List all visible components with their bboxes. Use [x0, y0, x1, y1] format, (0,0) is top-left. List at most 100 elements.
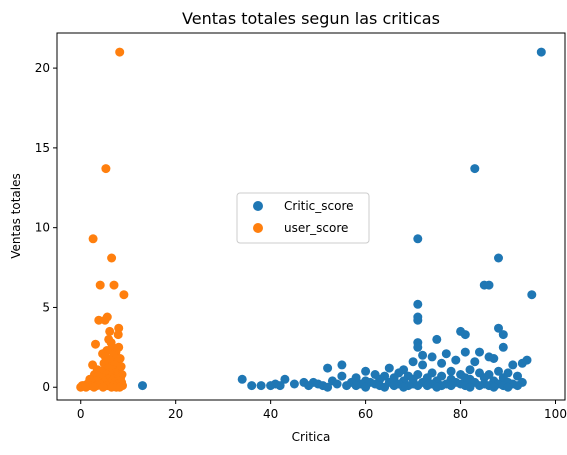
data-point	[451, 355, 461, 365]
data-point	[441, 349, 451, 359]
data-point	[413, 381, 423, 391]
data-point	[498, 342, 508, 352]
x-tick-label: 20	[168, 407, 183, 421]
data-point	[465, 365, 475, 375]
data-point	[536, 47, 546, 57]
data-point	[465, 382, 475, 392]
data-point	[115, 47, 125, 57]
data-point	[399, 382, 409, 392]
data-point	[479, 373, 489, 383]
data-point	[494, 253, 503, 263]
data-point	[89, 382, 99, 392]
data-point	[389, 381, 399, 391]
data-point	[114, 323, 124, 333]
y-tick-label: 10	[35, 221, 50, 235]
legend: Critic_score user_score	[236, 192, 370, 244]
data-point	[237, 374, 247, 384]
data-point	[508, 360, 518, 370]
data-point	[280, 374, 290, 384]
data-point	[475, 381, 484, 391]
data-point	[413, 315, 423, 325]
data-point	[88, 234, 98, 244]
data-point	[275, 381, 285, 391]
data-point	[91, 339, 100, 349]
data-point	[470, 164, 480, 174]
legend-label-critic-score: Critic_score	[284, 199, 354, 213]
y-tick-label: 5	[42, 300, 50, 314]
data-point	[484, 280, 494, 290]
data-point	[100, 315, 110, 325]
data-point	[494, 323, 503, 333]
data-point	[337, 371, 347, 381]
data-point	[113, 330, 123, 340]
y-tick-label: 20	[35, 61, 50, 75]
data-point	[342, 381, 352, 391]
x-tick-label: 80	[453, 407, 468, 421]
y-tick-label: 15	[35, 141, 50, 155]
data-point	[94, 315, 104, 325]
data-point	[503, 382, 513, 392]
data-point	[432, 382, 442, 392]
data-point	[289, 379, 299, 389]
data-point	[489, 354, 499, 363]
data-point	[517, 358, 527, 368]
series-critic-score	[138, 47, 546, 392]
data-point	[266, 381, 276, 391]
data-point	[498, 330, 508, 340]
data-point	[361, 366, 371, 376]
data-point	[304, 381, 314, 391]
data-point	[323, 382, 333, 392]
data-point	[323, 363, 333, 373]
data-point	[256, 381, 266, 391]
chart-title: Ventas totales segun las criticas	[182, 9, 440, 28]
data-point	[460, 347, 470, 357]
data-point	[422, 381, 432, 391]
data-point	[446, 366, 456, 376]
data-point	[446, 381, 456, 391]
data-point	[427, 352, 437, 362]
y-axis: 0 5 10 15 20	[35, 61, 57, 394]
x-tick-label: 60	[358, 407, 373, 421]
y-axis-label: Ventas totales	[9, 173, 23, 258]
data-point	[101, 164, 111, 174]
data-point	[513, 381, 522, 391]
data-point	[418, 350, 428, 360]
data-point	[247, 381, 257, 391]
x-tick-label: 100	[544, 407, 567, 421]
x-tick-label: 0	[77, 407, 85, 421]
data-point	[527, 290, 537, 300]
data-point	[81, 382, 91, 392]
legend-marker-critic-score	[253, 201, 263, 211]
data-point	[460, 330, 470, 340]
data-point	[513, 371, 522, 381]
x-tick-label: 40	[263, 407, 278, 421]
data-point	[408, 357, 418, 367]
data-point	[361, 382, 371, 392]
data-point	[432, 334, 442, 344]
data-point	[109, 280, 119, 290]
data-point	[119, 290, 129, 300]
data-point	[413, 234, 423, 244]
data-points	[76, 47, 546, 392]
data-point	[351, 381, 361, 391]
data-point	[107, 253, 117, 263]
data-point	[332, 379, 342, 389]
series-user-score	[76, 47, 129, 392]
data-point	[437, 358, 447, 368]
data-point	[413, 299, 423, 309]
data-point	[138, 381, 147, 391]
data-point	[418, 360, 428, 370]
y-tick-label: 0	[42, 380, 50, 394]
data-point	[475, 347, 484, 357]
data-point	[95, 280, 105, 290]
data-point	[413, 342, 423, 352]
data-point	[98, 382, 108, 392]
x-axis: 0 20 40 60 80 100	[77, 400, 567, 421]
data-point	[337, 360, 347, 370]
data-point	[380, 382, 390, 392]
data-point	[115, 382, 125, 392]
data-point	[494, 366, 503, 376]
data-point	[105, 326, 115, 336]
legend-marker-user-score	[253, 223, 263, 233]
